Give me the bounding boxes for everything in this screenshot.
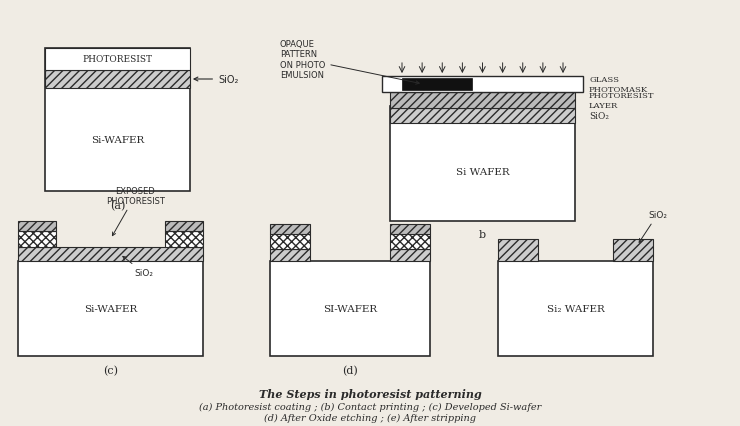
Text: SiO₂: SiO₂ <box>194 75 238 85</box>
Text: (d): (d) <box>342 365 358 375</box>
Text: (c): (c) <box>103 365 118 375</box>
Bar <box>498 262 653 356</box>
Bar <box>402 79 472 91</box>
Text: GLASS
PHOTOMASK: GLASS PHOTOMASK <box>589 76 648 93</box>
Text: SiO₂: SiO₂ <box>589 112 609 121</box>
Text: Si WAFER: Si WAFER <box>456 168 509 177</box>
Bar <box>18 231 56 248</box>
Bar <box>45 49 190 192</box>
Bar <box>613 239 653 262</box>
Bar <box>390 109 575 124</box>
Bar <box>270 249 310 262</box>
Bar <box>45 49 190 71</box>
Bar <box>165 231 203 248</box>
Text: Si₂ WAFER: Si₂ WAFER <box>547 304 605 313</box>
Text: SiO₂: SiO₂ <box>123 257 153 277</box>
Text: Si-WAFER: Si-WAFER <box>84 304 137 313</box>
Text: OPAQUE
PATTERN
ON PHOTO
EMULSION: OPAQUE PATTERN ON PHOTO EMULSION <box>280 40 420 85</box>
Bar <box>165 222 203 231</box>
Bar <box>18 262 203 356</box>
Text: PHOTORESIST
LAYER: PHOTORESIST LAYER <box>589 92 654 109</box>
Bar <box>382 77 583 93</box>
Bar <box>45 71 190 89</box>
Text: (a): (a) <box>110 200 125 211</box>
Text: The Steps in photoresist patterning: The Steps in photoresist patterning <box>258 389 482 400</box>
Bar <box>390 107 575 222</box>
Text: EXPOSED
PHOTORESIST: EXPOSED PHOTORESIST <box>106 186 165 236</box>
Text: SI-WAFER: SI-WAFER <box>323 304 377 313</box>
Bar <box>270 225 310 234</box>
Text: (d) After Oxide etching ; (e) After stripping: (d) After Oxide etching ; (e) After stri… <box>264 412 476 422</box>
Text: (a) Photoresist coating ; (b) Contact printing ; (c) Developed Si-wafer: (a) Photoresist coating ; (b) Contact pr… <box>199 401 541 411</box>
Bar <box>390 93 575 109</box>
Bar <box>18 222 56 231</box>
Bar <box>498 239 538 262</box>
Bar <box>390 234 430 249</box>
Text: Si-WAFER: Si-WAFER <box>91 136 144 145</box>
Text: PHOTORESIST: PHOTORESIST <box>82 55 152 64</box>
Text: SiO₂: SiO₂ <box>639 210 667 243</box>
Bar <box>390 225 430 234</box>
Bar <box>270 262 430 356</box>
Text: b: b <box>479 230 486 239</box>
Bar <box>18 248 203 262</box>
Bar <box>270 234 310 249</box>
Bar <box>390 249 430 262</box>
